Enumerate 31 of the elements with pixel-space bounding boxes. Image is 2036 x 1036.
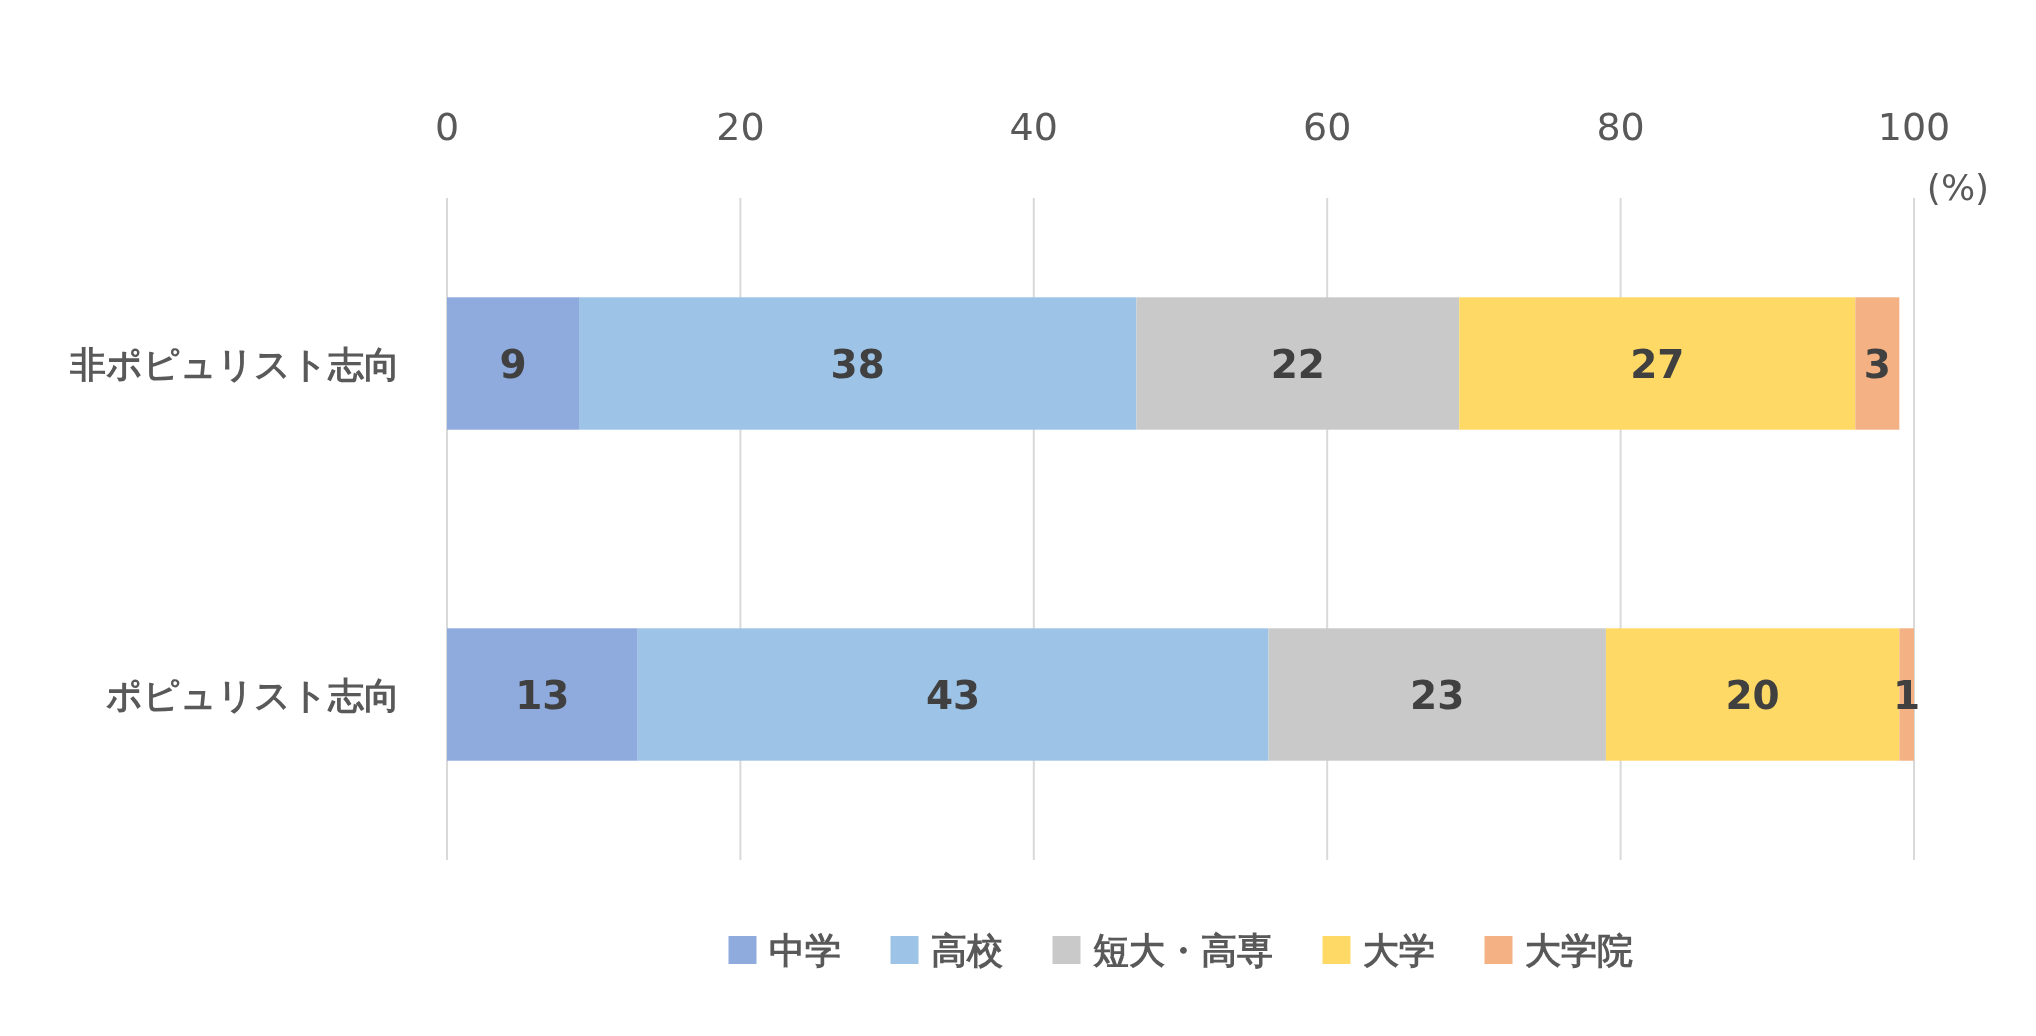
legend-label: 高校 [930,930,1004,971]
data-label: 27 [1630,341,1685,387]
legend-label: 中学 [768,930,841,971]
data-label: 22 [1270,341,1325,387]
data-label: 38 [830,341,885,387]
bar [1855,297,1900,430]
bar [1459,297,1856,430]
x-tick-label: 0 [434,105,460,149]
data-label: 3 [1863,341,1891,387]
data-label: 13 [515,672,570,718]
x-tick-label: 20 [716,105,765,149]
data-label: 9 [499,341,527,387]
x-tick-label: 40 [1009,105,1058,149]
bar [1136,297,1460,430]
legend-label: 短大・高専 [1091,930,1273,971]
bar [1268,628,1606,761]
bar [637,628,1269,761]
x-tick-label: 60 [1303,105,1352,149]
legend-label: 大学 [1362,930,1435,971]
bar [447,628,638,761]
data-label: 43 [925,672,981,718]
bar [579,297,1137,430]
bar [447,297,580,430]
data-label: 20 [1725,672,1780,718]
y-tick-label: ポピュリスト志向 [106,674,400,716]
y-tick-label: 非ポピュリスト志向 [69,343,400,385]
data-label: 23 [1410,672,1465,718]
x-tick-label: 100 [1877,105,1951,149]
x-tick-label: 80 [1596,105,1645,149]
x-axis-title: (%) [1926,167,1990,208]
legend-label: 大学院 [1524,930,1633,971]
